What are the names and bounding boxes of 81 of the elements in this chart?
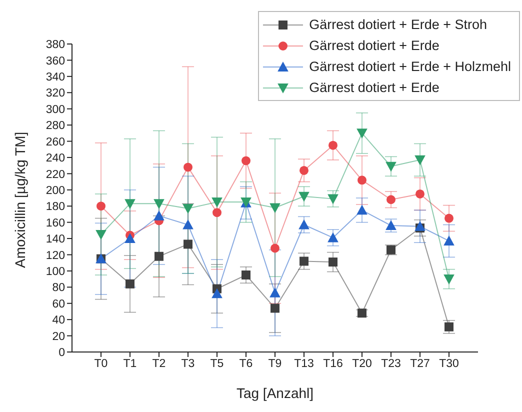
y-tick-label: 180 [46,201,65,214]
point [358,176,366,185]
x-tick-label: T9 [268,358,282,370]
legend-label: Gärrest dotiert + Erde [309,79,440,97]
y-tick-label: 240 [46,152,65,165]
legend-label: Gärrest dotiert + Erde [309,37,440,55]
point [356,128,368,139]
point [124,233,136,244]
legend-label: Gärrest dotiert + Erde + Stroh [309,16,487,34]
y-tick-label: 220 [46,168,65,181]
y-tick-label: 300 [46,104,65,116]
point [154,252,164,261]
point [270,244,280,253]
x-tick-label: T3 [181,358,195,370]
point [300,256,308,266]
point [182,204,194,214]
y-tick-label: 360 [46,55,65,68]
point [184,162,192,172]
y-tick-label: 280 [46,120,65,132]
y-tick-label: 0 [58,347,65,360]
y-tick-label: 120 [46,250,65,262]
point [328,140,338,150]
y-tick-label: 20 [52,330,65,343]
point [126,279,134,288]
point [242,270,250,280]
point [358,308,366,318]
point [356,204,368,215]
point [444,214,454,223]
point [328,258,338,267]
y-tick-label: 320 [46,88,65,100]
y-axis-title: Amoxicillin [µg/kg TM] [12,132,28,268]
y-tick-label: 340 [46,72,65,84]
x-axis-title: Tag [Anzahl] [236,385,314,401]
y-tick-label: 260 [46,136,65,148]
x-tick-label: T0 [94,358,108,370]
point [298,219,310,230]
x-tick-label: T30 [439,358,459,370]
y-tick-label: 80 [52,282,65,294]
point [154,199,164,210]
point [414,155,426,166]
point [184,240,192,249]
x-tick-label: T16 [323,358,343,370]
x-tick-label: T5 [210,358,224,370]
point [300,166,308,175]
x-tick-label: T27 [410,358,430,370]
point [270,203,280,214]
y-tick-label: 40 [52,314,65,327]
point [416,189,424,198]
y-tick-label: 200 [46,184,65,197]
point [444,274,454,284]
point [96,202,106,211]
legend-label: Gärrest dotiert + Erde + Holzmehl [309,58,511,76]
x-tick-label: T2 [152,358,166,370]
point [96,230,106,240]
point [414,220,426,231]
y-tick-label: 60 [52,298,65,310]
y-tick-label: 140 [46,234,65,246]
x-tick-label: T1 [123,358,137,370]
point [212,208,222,218]
point [270,287,280,298]
y-tick-label: 380 [46,39,65,52]
point [270,304,280,313]
y-tick-label: 100 [46,266,65,278]
x-tick-label: T6 [239,358,253,370]
point [212,288,222,298]
point [328,194,338,204]
point [386,195,396,204]
x-tick-label: T23 [381,358,401,370]
x-tick-label: T20 [352,358,372,370]
point [242,156,250,166]
y-tick-label: 160 [46,217,65,230]
point [328,232,338,242]
x-tick-label: T13 [294,358,314,370]
point [444,236,454,246]
point [444,322,454,332]
point [154,210,164,220]
point [124,199,136,210]
point [212,198,222,208]
point [182,219,194,230]
point [298,192,310,202]
point [386,162,396,172]
